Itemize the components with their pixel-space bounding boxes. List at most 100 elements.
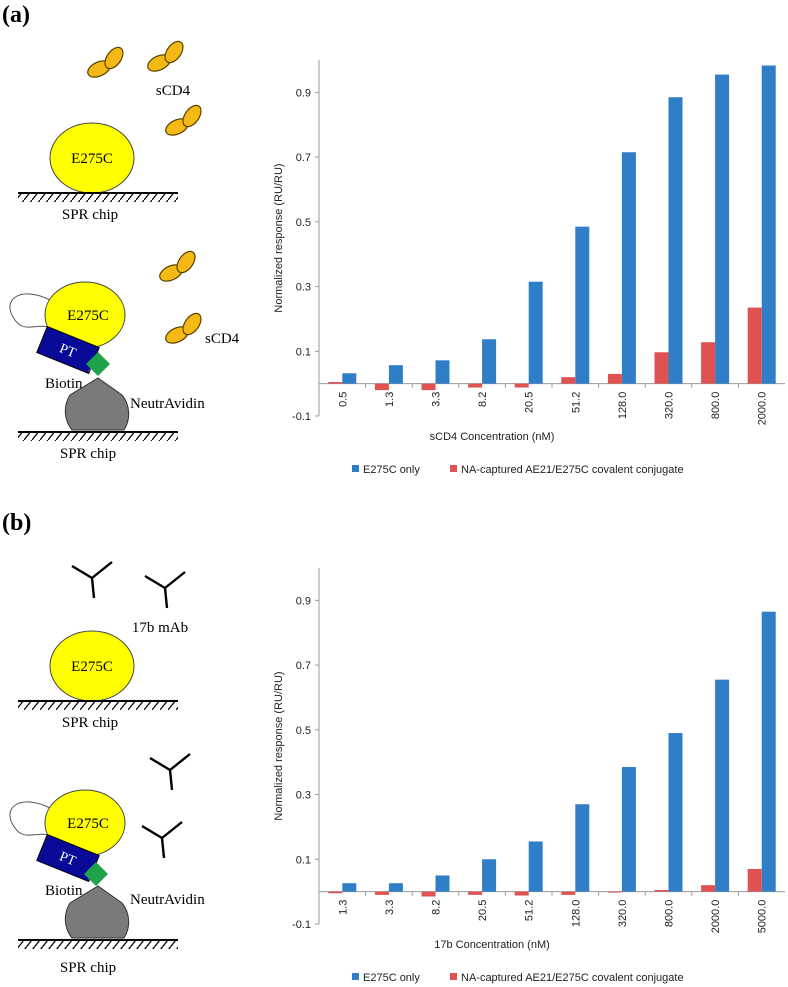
scd4-icon — [162, 309, 206, 348]
antibody-icon — [140, 820, 184, 860]
x-tick-label: 1.3 — [384, 392, 396, 407]
x-axis-title: sCD4 Concentration (nM) — [430, 431, 555, 443]
bar — [668, 733, 683, 892]
x-tick-label: 128.0 — [570, 900, 582, 928]
legend-label: NA-captured AE21/E275C covalent conjugat… — [461, 972, 684, 984]
bar — [654, 352, 669, 384]
x-tick-label: 8.2 — [431, 900, 443, 915]
panel-label: (a) — [2, 2, 30, 28]
ligand-label: sCD4 — [205, 331, 240, 347]
bar — [621, 152, 636, 384]
x-tick-label: 20.5 — [524, 392, 536, 413]
x-tick-label: 800.0 — [664, 900, 676, 928]
y-tick-label: 0.5 — [296, 725, 311, 737]
antibody-icon — [148, 752, 192, 792]
bar — [388, 883, 403, 892]
y-tick-label: 0.5 — [296, 217, 311, 229]
y-tick-label: 0.3 — [296, 282, 311, 294]
biotin — [86, 352, 110, 376]
x-tick-label: 51.2 — [570, 392, 582, 413]
bar — [435, 360, 450, 384]
bar — [701, 885, 716, 892]
scd4-icon — [84, 43, 128, 82]
biotin-label: Biotin — [45, 376, 83, 392]
linker — [9, 293, 56, 331]
bar — [421, 383, 436, 391]
bar — [561, 891, 576, 895]
bar — [374, 891, 389, 895]
x-tick-label: 320.0 — [664, 392, 676, 420]
chip-hatch — [18, 433, 178, 441]
legend-swatch — [450, 465, 457, 472]
chip-label: SPR chip — [62, 715, 118, 731]
ligand-label: sCD4 — [156, 83, 191, 99]
bar — [482, 859, 497, 892]
bar — [761, 611, 776, 892]
bar — [761, 65, 776, 384]
linker — [9, 801, 56, 839]
y-axis-title: Normalized response (RU/RU) — [273, 163, 285, 312]
x-tick-label: 0.5 — [337, 392, 349, 407]
bar — [575, 226, 590, 384]
bar — [607, 891, 622, 893]
neutravidin — [64, 885, 130, 939]
chip-hatch — [18, 941, 178, 949]
bar — [528, 841, 543, 892]
scd4-icon — [162, 101, 206, 140]
y-tick-label: 0.3 — [296, 790, 311, 802]
y-tick-label: 0.1 — [296, 854, 311, 866]
y-axis-title: Normalized response (RU/RU) — [273, 671, 285, 820]
x-tick-label: 3.3 — [431, 392, 443, 407]
x-axis-title: 17b Concentration (nM) — [434, 939, 550, 951]
scd4-icon — [144, 37, 188, 76]
legend-label: NA-captured AE21/E275C covalent conjugat… — [461, 464, 684, 476]
bar — [668, 97, 683, 384]
protein-label: E275C — [71, 151, 113, 167]
y-tick-label: -0.1 — [292, 411, 311, 423]
legend-label: E275C only — [363, 464, 420, 476]
x-tick-label: 20.5 — [477, 900, 489, 921]
bar — [747, 868, 762, 892]
x-tick-label: 8.2 — [477, 392, 489, 407]
ligand-label: 17b mAb — [132, 620, 188, 636]
bar — [388, 365, 403, 384]
x-tick-label: 128.0 — [617, 392, 629, 420]
bar — [342, 373, 357, 384]
bar — [514, 891, 529, 896]
bar — [561, 377, 576, 384]
bar — [421, 891, 436, 897]
neutravidin — [64, 377, 130, 431]
legend-swatch — [450, 973, 457, 980]
y-tick-label: 0.1 — [296, 346, 311, 358]
x-tick-label: 2000.0 — [757, 392, 769, 426]
chip-hatch — [18, 702, 178, 710]
chip-label: SPR chip — [60, 960, 116, 976]
antibody-icon — [143, 570, 187, 610]
bar — [374, 383, 389, 391]
bar — [621, 767, 636, 892]
tag-label: PT — [57, 849, 78, 869]
legend-swatch — [352, 465, 359, 472]
tag-label: PT — [57, 341, 78, 361]
chip-label: SPR chip — [62, 207, 118, 223]
bar — [482, 339, 497, 384]
bar — [468, 891, 483, 895]
y-tick-label: -0.1 — [292, 919, 311, 931]
bar — [607, 373, 622, 384]
bar — [514, 383, 529, 388]
bar — [468, 383, 483, 388]
x-tick-label: 800.0 — [710, 392, 722, 420]
biotin-label: Biotin — [45, 883, 83, 899]
bar — [328, 891, 343, 894]
scd4-icon — [156, 247, 200, 286]
bar — [747, 307, 762, 384]
legend-swatch — [352, 973, 359, 980]
bar — [575, 804, 590, 892]
antibody-icon — [70, 560, 114, 600]
panel-label: (b) — [2, 510, 31, 536]
bar — [342, 883, 357, 892]
x-tick-label: 5000.0 — [757, 900, 769, 934]
protein-label: E275C — [67, 308, 109, 324]
bar — [701, 342, 716, 384]
